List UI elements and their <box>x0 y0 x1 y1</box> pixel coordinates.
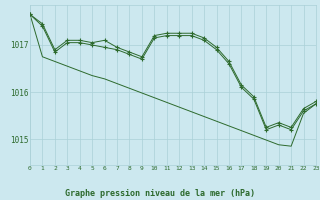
Text: Graphe pression niveau de la mer (hPa): Graphe pression niveau de la mer (hPa) <box>65 189 255 198</box>
